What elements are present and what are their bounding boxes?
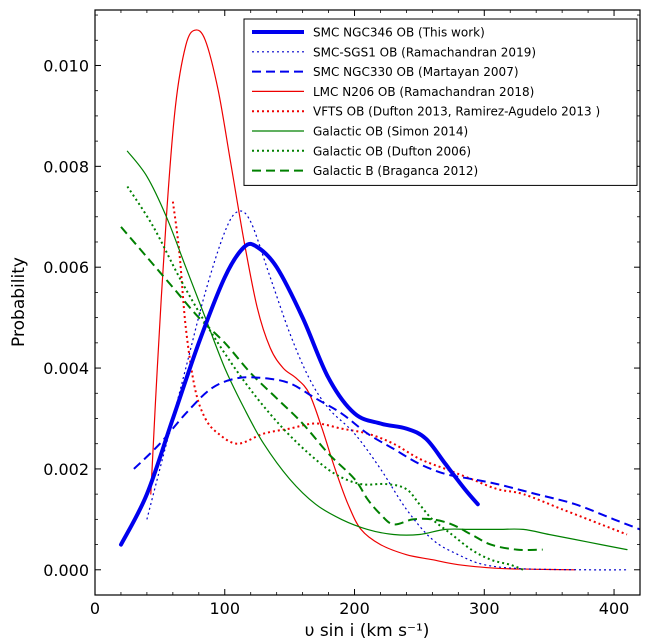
y-axis-label: Probability bbox=[9, 257, 29, 347]
series-line bbox=[146, 210, 628, 571]
legend-label: SMC NGC346 OB (This work) bbox=[313, 26, 485, 40]
x-tick-label: 300 bbox=[469, 599, 500, 618]
plot-frame bbox=[94, 9, 641, 596]
series-line bbox=[126, 185, 524, 571]
series-line bbox=[171, 201, 628, 536]
series-line bbox=[120, 226, 543, 551]
y-tick-label: 0.010 bbox=[43, 56, 89, 75]
x-tick-label: 400 bbox=[599, 599, 630, 618]
x-tick-label: 100 bbox=[209, 599, 240, 618]
x-tick-label: 0 bbox=[90, 599, 100, 618]
plot-lines bbox=[119, 29, 640, 571]
legend-label: VFTS OB (Dufton 2013, Ramirez-Agudelo 20… bbox=[313, 105, 600, 119]
series-line bbox=[119, 241, 480, 547]
legend-label: SMC NGC330 OB (Martayan 2007) bbox=[313, 65, 519, 79]
x-axis-label: υ sin i (km s⁻¹) bbox=[305, 621, 430, 641]
legend-label: SMC-SGS1 OB (Ramachandran 2019) bbox=[313, 45, 536, 59]
legend-label: Galactic B (Braganca 2012) bbox=[313, 164, 478, 178]
y-tick-label: 0.000 bbox=[43, 561, 89, 580]
series-line bbox=[150, 29, 576, 571]
legend: SMC NGC346 OB (This work) SMC-SGS1 OB (Ra… bbox=[243, 18, 638, 186]
series-line bbox=[133, 376, 640, 531]
y-tick-label: 0.004 bbox=[43, 359, 89, 378]
y-tick-label: 0.002 bbox=[43, 460, 89, 479]
y-tick-label: 0.006 bbox=[43, 258, 89, 277]
ticks: 0 100 200 300 400 0.000 0.002 0.004 0.006 0.008 0.… bbox=[43, 10, 640, 618]
series-line bbox=[126, 150, 628, 551]
legend-label: LMC N206 OB (Ramachandran 2018) bbox=[313, 85, 534, 99]
x-tick-label: 200 bbox=[339, 599, 370, 618]
y-tick-label: 0.008 bbox=[43, 157, 89, 176]
legend-box bbox=[243, 18, 638, 186]
legend-label: Galactic OB (Dufton 2006) bbox=[313, 144, 471, 158]
legend-label: Galactic OB (Simon 2014) bbox=[313, 125, 468, 139]
